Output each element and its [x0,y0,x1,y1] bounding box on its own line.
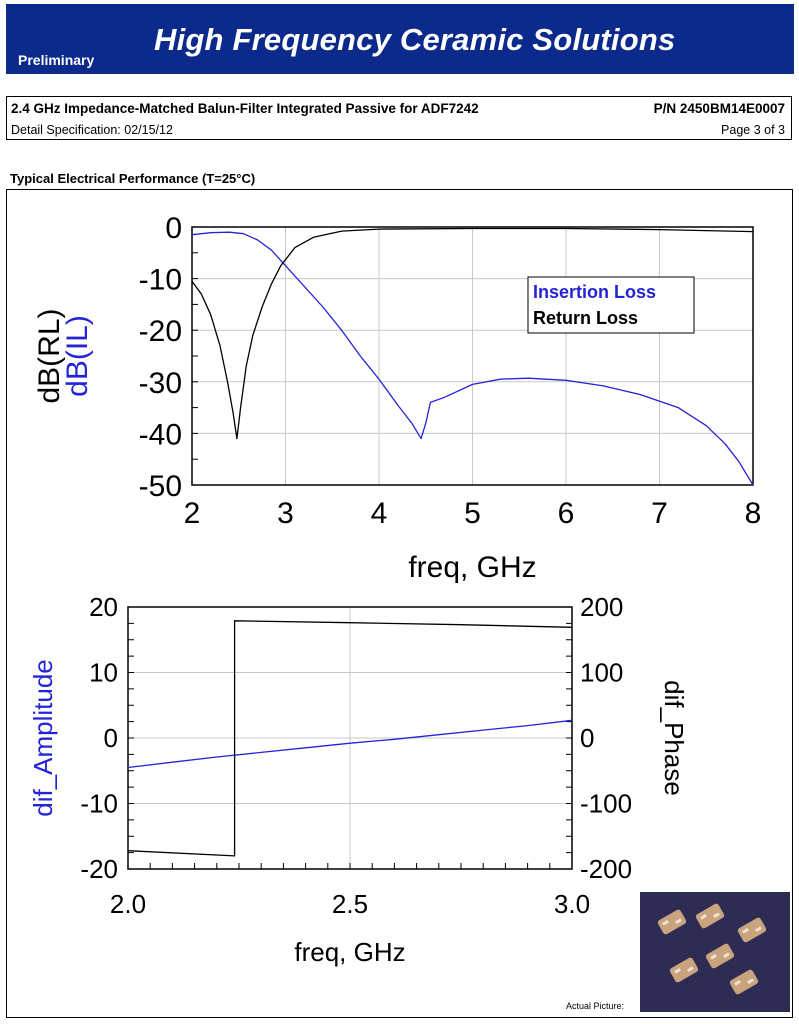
part-number: P/N 2450BM14E0007 [653,101,785,116]
spec-box: 2.4 GHz Impedance-Matched Balun-Filter I… [6,96,792,140]
page-number: Page 3 of 3 [721,123,785,137]
detail-row: Detail Specification: 02/15/12 Page 3 of… [11,123,785,137]
component-photo [640,892,790,1012]
component-chips-picture [657,903,767,995]
section-title: Typical Electrical Performance (T=25°C) [10,171,256,186]
header-banner: Preliminary High Frequency Ceramic Solut… [6,4,794,74]
preliminary-label: Preliminary [18,52,95,68]
photo-caption: Actual Picture: [566,1001,625,1011]
product-row: 2.4 GHz Impedance-Matched Balun-Filter I… [11,101,785,116]
detail-specification: Detail Specification: 02/15/12 [11,123,173,137]
product-name: 2.4 GHz Impedance-Matched Balun-Filter I… [11,101,479,116]
header-title: High Frequency Ceramic Solutions [154,22,676,57]
performance-box [6,189,793,1018]
